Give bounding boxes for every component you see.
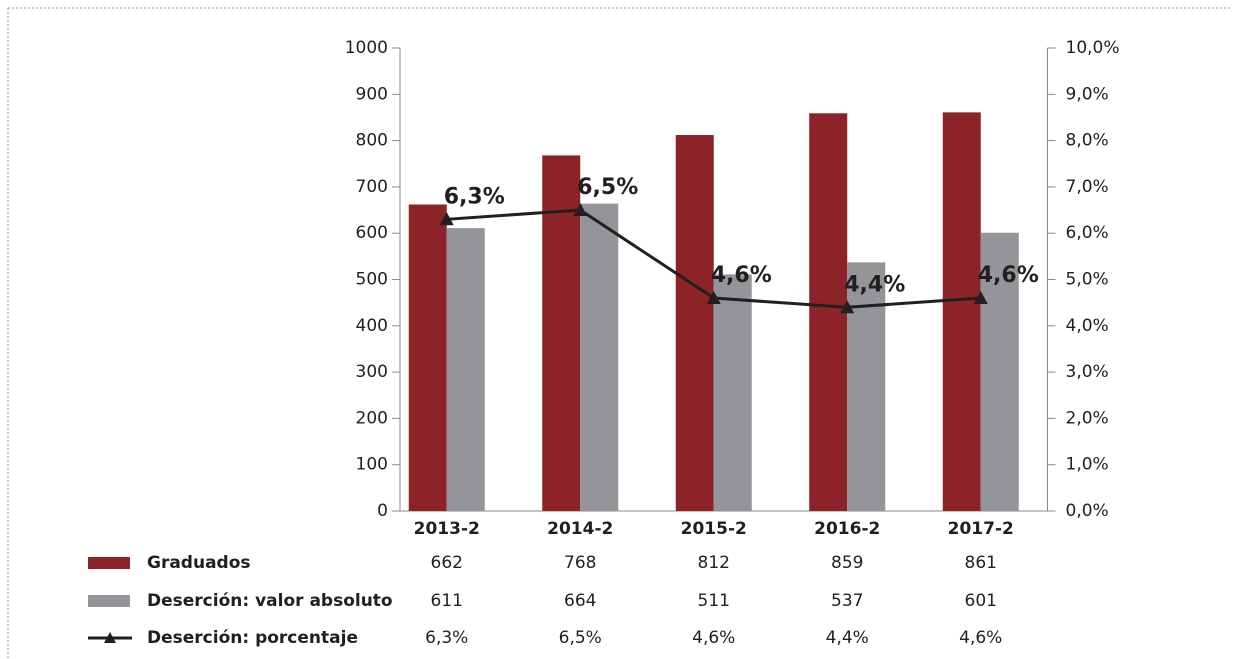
- data-label: 4,6%: [978, 263, 1039, 288]
- data-label: 6,3%: [444, 184, 505, 209]
- legend-label: Graduados: [147, 553, 251, 573]
- bar: [675, 135, 714, 511]
- table-value: 4,6%: [959, 628, 1002, 648]
- legend-marker: [104, 632, 116, 643]
- marker: [840, 300, 855, 314]
- y-tick-label: 200: [356, 408, 388, 428]
- y2-tick-label: 4,0%: [1066, 316, 1109, 336]
- y2-tick-label: 2,0%: [1066, 408, 1109, 428]
- y2-tick-label: 1,0%: [1066, 455, 1109, 475]
- table-value: 4,6%: [692, 628, 735, 648]
- y-tick-label: 500: [356, 270, 388, 290]
- x-tick-label: 2015-2: [681, 519, 747, 539]
- y-tick-label: 700: [356, 177, 388, 197]
- x-tick-label: 2016-2: [814, 519, 880, 539]
- y2-tick-label: 8,0%: [1066, 131, 1109, 151]
- y2-tick-label: 0,0%: [1066, 501, 1109, 521]
- table-value: 537: [831, 591, 863, 611]
- table-value: 861: [965, 553, 997, 573]
- bar: [713, 274, 752, 511]
- table-value: 511: [698, 591, 730, 611]
- bar: [446, 228, 485, 511]
- table-value: 601: [965, 591, 997, 611]
- marker: [706, 291, 721, 305]
- bar: [408, 204, 447, 511]
- data-label: 4,4%: [844, 272, 905, 297]
- bar: [980, 232, 1019, 511]
- data-label: 6,5%: [577, 175, 638, 200]
- table-value: 611: [431, 591, 463, 611]
- marker: [439, 212, 454, 226]
- x-tick-label: 2013-2: [414, 519, 480, 539]
- table-value: 768: [564, 553, 596, 573]
- marker: [973, 291, 988, 305]
- y2-tick-label: 5,0%: [1066, 270, 1109, 290]
- bar: [542, 155, 581, 511]
- x-tick-label: 2014-2: [547, 519, 613, 539]
- table-value: 859: [831, 553, 863, 573]
- y-tick-label: 0: [377, 501, 388, 521]
- data-label: 4,6%: [711, 263, 772, 288]
- legend-label: Deserción: porcentaje: [147, 628, 358, 648]
- y2-tick-label: 10,0%: [1066, 38, 1120, 58]
- bar: [942, 112, 981, 512]
- table-value: 812: [698, 553, 730, 573]
- table-value: 4,4%: [826, 628, 869, 648]
- legend-label: Deserción: valor absoluto: [147, 591, 393, 611]
- y2-tick-label: 9,0%: [1066, 84, 1109, 104]
- table-value: 6,5%: [559, 628, 602, 648]
- legend-swatch: [88, 595, 130, 607]
- marker: [573, 203, 588, 217]
- y-tick-label: 900: [356, 84, 388, 104]
- table-value: 6,3%: [425, 628, 468, 648]
- y-tick-label: 100: [356, 455, 388, 475]
- x-tick-label: 2017-2: [948, 519, 1014, 539]
- y2-tick-label: 6,0%: [1066, 223, 1109, 243]
- legend-swatch: [88, 557, 130, 569]
- y2-tick-label: 7,0%: [1066, 177, 1109, 197]
- y-tick-label: 600: [356, 223, 388, 243]
- y-tick-label: 1000: [345, 38, 388, 58]
- y-tick-label: 800: [356, 131, 388, 151]
- table-value: 664: [564, 591, 596, 611]
- table-value: 662: [431, 553, 463, 573]
- bar: [580, 203, 619, 511]
- y-tick-label: 400: [356, 316, 388, 336]
- y2-tick-label: 3,0%: [1066, 362, 1109, 382]
- bar: [847, 262, 886, 511]
- y-tick-label: 300: [356, 362, 388, 382]
